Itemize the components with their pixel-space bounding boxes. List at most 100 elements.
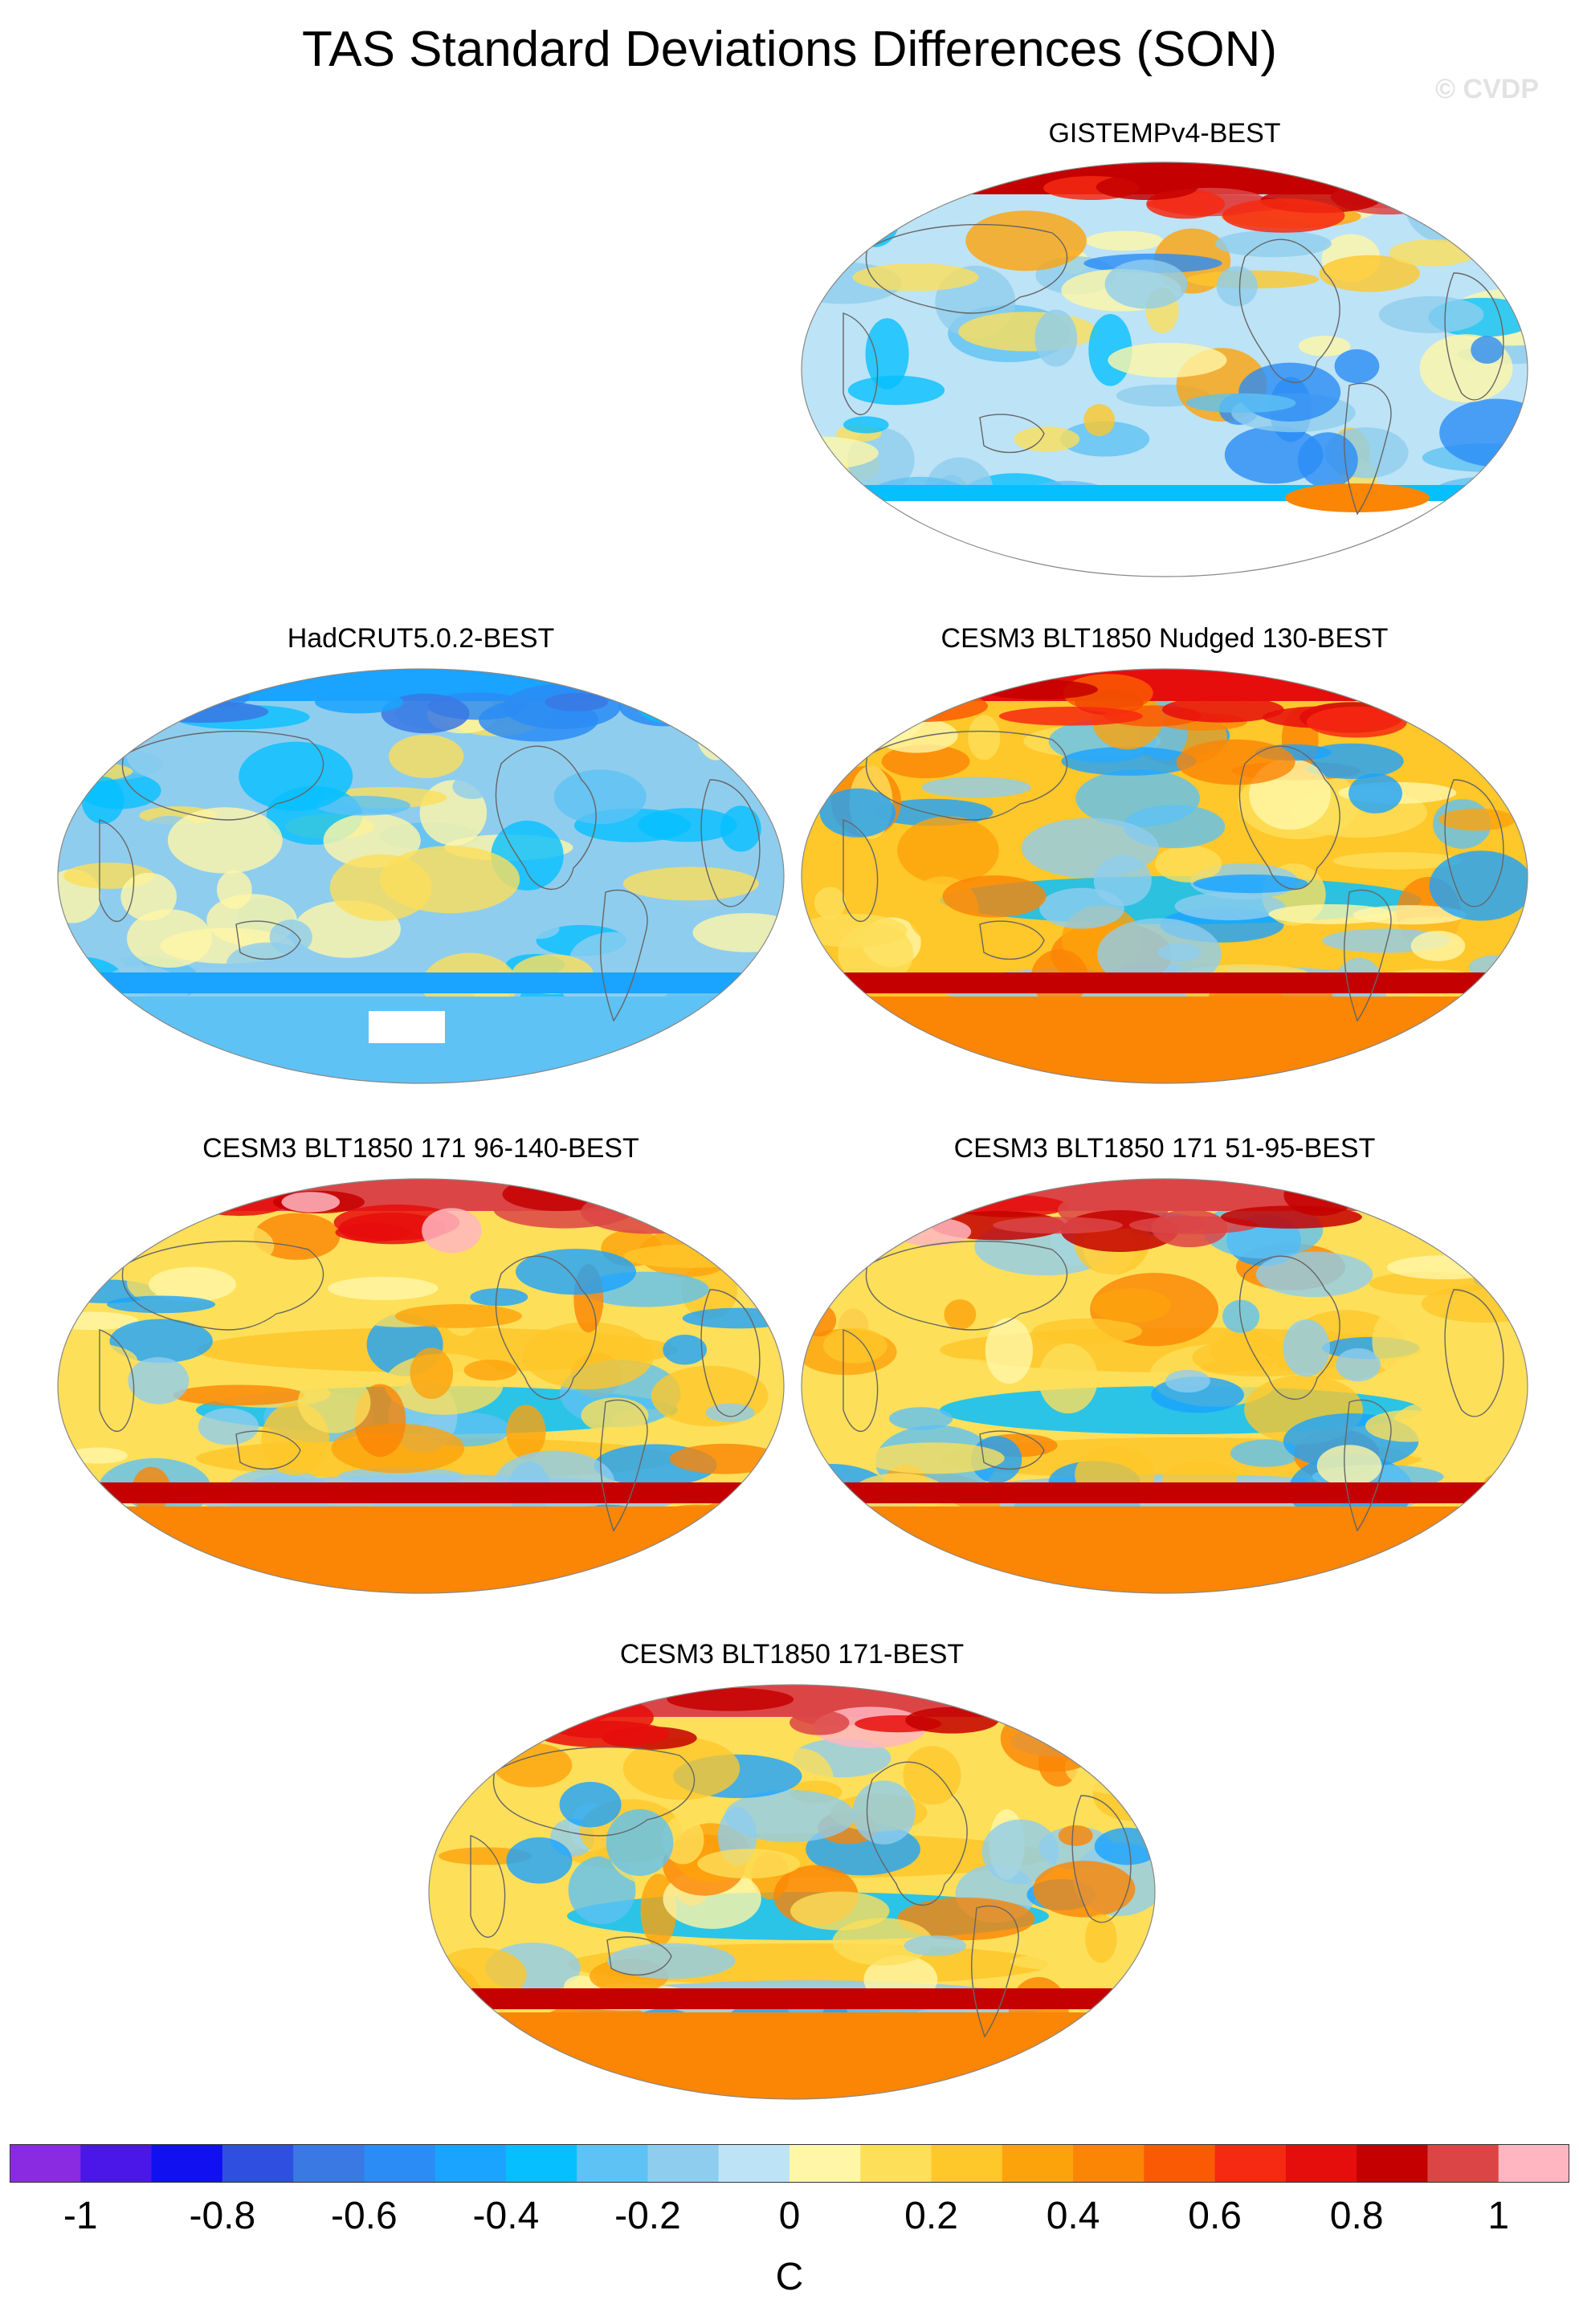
arctic-band <box>802 669 1528 701</box>
antarctic-band <box>429 2012 1155 2099</box>
anomaly-blob <box>875 718 958 753</box>
anomaly-blob <box>81 777 124 824</box>
coastline <box>1343 382 1392 516</box>
coastline <box>1444 1289 1504 1417</box>
anomaly-blob <box>958 312 1098 352</box>
coastline <box>492 1746 696 1837</box>
panel-run171: CESM3 BLT1850 171-BEST <box>422 1638 1161 2120</box>
colorbar-bin <box>1498 2144 1569 2183</box>
coastline <box>1444 272 1504 401</box>
anomaly-blob <box>516 919 560 940</box>
anomaly-blob <box>1224 426 1324 484</box>
coastline <box>1238 239 1340 384</box>
anomaly-blob <box>852 263 979 292</box>
anomaly-blob <box>682 1307 784 1329</box>
anomaly-blob <box>1216 266 1258 307</box>
panel-title: CESM3 BLT1850 171-BEST <box>619 1639 965 1670</box>
anomaly-blob <box>897 816 999 885</box>
map-gistemp <box>801 161 1528 577</box>
coastline <box>1343 889 1392 1022</box>
antarctic-missing <box>369 1011 445 1043</box>
map-outline <box>428 1684 1156 2100</box>
coastline <box>495 1255 597 1401</box>
anomaly-blob <box>1108 342 1227 378</box>
anomaly-blob <box>410 1348 454 1400</box>
anomaly-blob <box>731 1488 783 1547</box>
anomaly-blob <box>506 1405 546 1460</box>
map-outline <box>801 161 1528 577</box>
anomaly-blob <box>58 1255 112 1282</box>
anomaly-blob <box>198 1408 259 1445</box>
anomaly-blob <box>216 870 252 909</box>
anomaly-blob <box>128 1356 190 1405</box>
anomaly-blob <box>149 1266 237 1303</box>
anomaly-blob <box>724 1789 855 1843</box>
arctic-blob <box>634 680 703 724</box>
coastline <box>865 1240 1068 1331</box>
colorbar-bin <box>435 2144 507 2183</box>
anomaly-blob <box>623 1244 757 1268</box>
anomaly-blob <box>1058 1825 1093 1846</box>
panel-nudged: CESM3 BLT1850 Nudged 130-BEST <box>795 622 1534 1104</box>
map-outline <box>801 668 1528 1084</box>
anomaly-blob <box>1092 1767 1155 1821</box>
anomaly-blob <box>1439 398 1528 467</box>
antarctic-ridge <box>58 972 784 993</box>
map-nudged <box>801 668 1528 1084</box>
anomaly-blob <box>606 1808 674 1877</box>
coastline <box>700 1289 761 1417</box>
colorbar-bin <box>1357 2144 1428 2183</box>
arctic-blob <box>851 690 988 723</box>
anomaly-blob <box>167 807 283 874</box>
anomaly-blob <box>338 1467 463 1485</box>
anomaly-blob <box>1420 726 1470 755</box>
anomaly-blob <box>806 195 908 237</box>
colorbar-bin <box>1144 2144 1216 2183</box>
anomaly-blob <box>190 1222 275 1269</box>
coastline <box>1343 1399 1392 1532</box>
anomaly-blob <box>1010 1953 1136 1971</box>
anomaly-blob <box>981 1819 1059 1885</box>
arctic-blob <box>1306 706 1407 738</box>
anomaly-blob <box>832 1918 933 1966</box>
antarctic-band <box>58 1507 784 1593</box>
anomaly-blob <box>1059 421 1150 457</box>
anomaly-blob <box>1155 845 1222 883</box>
anomaly-blob <box>606 1943 736 1979</box>
map-outline <box>57 1178 785 1594</box>
colorbar-tick-label: -0.6 <box>331 2195 398 2237</box>
anomaly-blob <box>847 375 945 406</box>
anomaly-blob <box>1365 1409 1452 1442</box>
anomaly-blob <box>173 1384 305 1406</box>
colorbar-tick-label: 0 <box>778 2195 801 2237</box>
arctic-blob <box>1222 198 1345 233</box>
anomaly-blob <box>1083 404 1115 437</box>
anomaly-blob <box>522 1322 654 1390</box>
anomaly-blob <box>802 1303 837 1337</box>
anomaly-blob <box>1316 1445 1382 1487</box>
map-run96 <box>57 1178 785 1594</box>
anomaly-blob <box>837 187 877 240</box>
anomaly-blob <box>802 436 879 470</box>
anomaly-blob <box>1483 1473 1518 1495</box>
colorbar-bin <box>1285 2144 1357 2183</box>
anomaly-blob <box>1283 1319 1330 1377</box>
anomaly-blob <box>697 1221 784 1263</box>
colorbar <box>10 2144 1569 2183</box>
coastline <box>606 1936 672 1976</box>
colorbar-bin <box>222 2144 294 2183</box>
anomaly-blob <box>568 1856 636 1925</box>
coastline <box>970 1905 1019 2038</box>
coastline <box>843 1329 879 1432</box>
anomaly-blob <box>843 416 889 434</box>
anomaly-blob <box>1032 1318 1143 1344</box>
anomaly-blob <box>581 1397 649 1433</box>
colorbar-bin <box>1073 2144 1144 2183</box>
colorbar-bin <box>931 2144 1003 2183</box>
coastline <box>99 819 135 922</box>
anomaly-blob <box>1033 1861 1136 1918</box>
panel-title: GISTEMPv4-BEST <box>1048 118 1281 149</box>
anomaly-blob <box>695 692 738 760</box>
coastline <box>495 745 597 891</box>
anomaly-blob <box>662 1815 704 1865</box>
